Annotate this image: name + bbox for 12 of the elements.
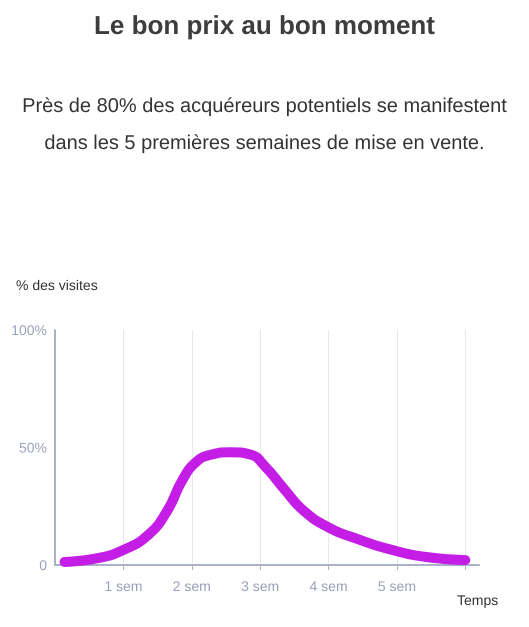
x-tick-label: 3 sem [241,578,280,594]
x-tick-label: 1 sem [104,578,142,594]
x-tick-label: 4 sem [309,578,348,594]
x-tick-label: 5 sem [378,578,416,594]
y-axis-title: % des visites [16,277,98,293]
y-tick-label: 50% [18,440,47,456]
y-tick-label: 100% [11,322,47,338]
x-axis-title: Temps [457,592,498,608]
x-tick-label: 2 sem [172,578,211,594]
chart-title: Le bon prix au bon moment [93,10,436,41]
chart-subtitle: Près de 80% des acquéreurs potentiels se manifestent dans les 5 premières semaines de mise en vente. [21,94,508,156]
y-tick-label: 0 [39,557,48,573]
